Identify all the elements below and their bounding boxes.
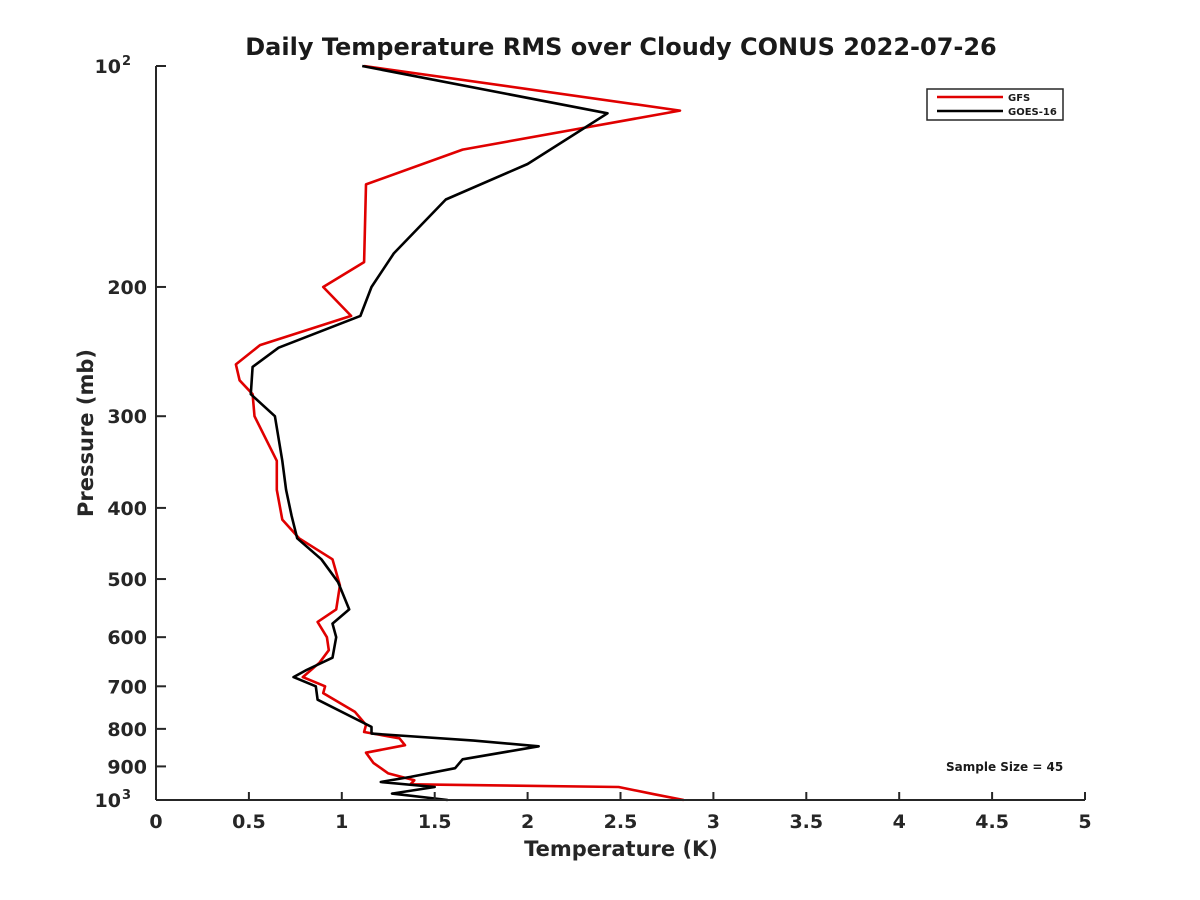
x-tick-label: 4 xyxy=(893,811,906,833)
x-tick-label: 2.5 xyxy=(604,811,638,833)
sample-size-annotation: Sample Size = 45 xyxy=(946,760,1063,774)
x-tick-label: 4.5 xyxy=(975,811,1009,833)
x-tick-label: 1 xyxy=(335,811,348,833)
y-tick-label: 800 xyxy=(107,719,147,741)
series-line-goes16 xyxy=(249,64,609,802)
y-tick-exponent: 3 xyxy=(122,788,131,803)
legend-label-gfs: GFS xyxy=(1008,93,1030,104)
legend-box xyxy=(926,88,1064,121)
y-tick-label: 10 xyxy=(95,56,121,78)
x-tick-label: 0 xyxy=(149,811,162,833)
x-tick-label: 3 xyxy=(707,811,720,833)
series-line-gfs xyxy=(234,64,684,802)
legend: GFS GOES-16 xyxy=(926,88,1064,121)
x-tick-label: 5 xyxy=(1078,811,1091,833)
x-tick-label: 0.5 xyxy=(232,811,266,833)
x-tick-label: 2 xyxy=(521,811,534,833)
y-tick-label: 500 xyxy=(107,569,147,591)
chart-title: Daily Temperature RMS over Cloudy CONUS … xyxy=(245,33,997,61)
y-tick-label: 10 xyxy=(95,790,121,812)
x-axis-label: Temperature (K) xyxy=(524,837,718,861)
y-tick-label: 300 xyxy=(107,406,147,428)
legend-label-goes16: GOES-16 xyxy=(1008,107,1057,118)
y-tick-label: 900 xyxy=(107,756,147,778)
x-ticks: 0 0.5 1 1.5 2 2.5 3 3.5 4 4.5 5 xyxy=(149,792,1092,833)
x-tick-label: 3.5 xyxy=(789,811,823,833)
series-layer xyxy=(234,64,684,802)
y-tick-label: 400 xyxy=(107,498,147,520)
y-tick-label: 200 xyxy=(107,277,147,299)
y-tick-label: 600 xyxy=(107,627,147,649)
x-tick-label: 1.5 xyxy=(418,811,452,833)
y-axis-label: Pressure (mb) xyxy=(74,349,98,517)
y-tick-exponent: 2 xyxy=(122,54,131,69)
y-tick-label: 700 xyxy=(107,676,147,698)
